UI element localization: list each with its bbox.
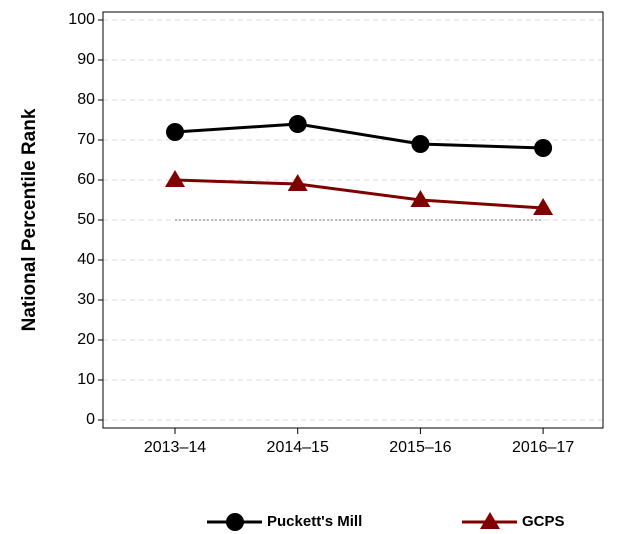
plot-frame bbox=[102, 11, 604, 429]
x-tick-label: 2013–14 bbox=[144, 439, 206, 456]
series-marker bbox=[533, 198, 554, 215]
x-tick-label: 2014–15 bbox=[267, 439, 329, 456]
series-marker bbox=[288, 115, 307, 133]
legend-marker bbox=[480, 512, 500, 529]
series-marker bbox=[287, 174, 308, 191]
y-tick-label: 40 bbox=[77, 251, 95, 268]
series-line bbox=[174, 178, 544, 210]
y-tick-label: 50 bbox=[77, 211, 95, 228]
series-line bbox=[174, 122, 544, 150]
y-tick-label: 90 bbox=[77, 51, 95, 68]
series-marker bbox=[534, 139, 553, 157]
y-tick-label: 80 bbox=[77, 91, 95, 108]
legend-label: GCPS bbox=[522, 513, 565, 530]
series-marker bbox=[410, 190, 431, 207]
y-tick-label: 100 bbox=[68, 11, 95, 28]
y-tick-label: 30 bbox=[77, 291, 95, 308]
legend-label: Puckett's Mill bbox=[267, 513, 362, 530]
x-tick-label: 2015–16 bbox=[389, 439, 451, 456]
y-tick-label: 70 bbox=[77, 131, 95, 148]
y-tick-label: 20 bbox=[77, 331, 95, 348]
y-tick-label: 0 bbox=[86, 411, 95, 428]
y-tick-label: 10 bbox=[77, 371, 95, 388]
y-tick-label: 60 bbox=[77, 171, 95, 188]
x-tick-label: 2016–17 bbox=[512, 439, 574, 456]
y-axis-label: National Percentile Rank bbox=[19, 108, 40, 331]
series-marker bbox=[165, 170, 185, 187]
series-marker bbox=[411, 135, 430, 153]
legend-marker bbox=[226, 513, 244, 531]
series-marker bbox=[166, 123, 184, 141]
